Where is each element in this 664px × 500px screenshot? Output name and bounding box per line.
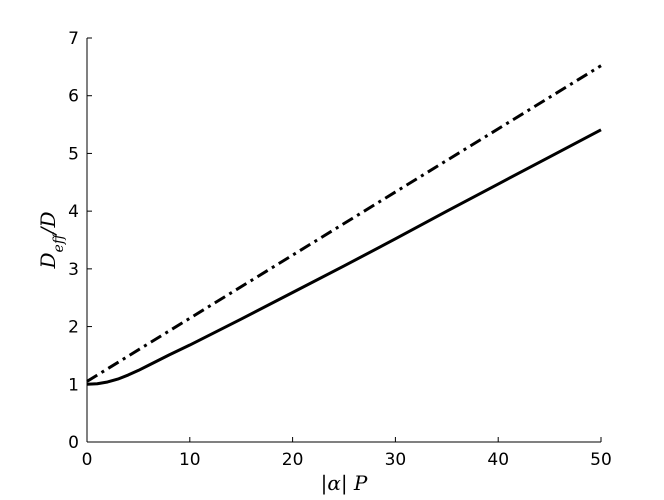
labels-layer: |α| P Deff/D	[36, 211, 368, 496]
x-tick-label: 20	[282, 450, 304, 470]
y-tick-label: 1	[68, 375, 79, 395]
y-tick-label: 5	[68, 144, 79, 164]
x-axis-title: |α| P	[321, 471, 368, 496]
y-tick-label: 0	[68, 433, 79, 453]
y-tick-label: 3	[68, 260, 79, 280]
axes-layer: 0 10 20 30 40 50 0 1 2 3 4 5 6 7	[68, 29, 612, 470]
x-tick-label: 0	[82, 450, 93, 470]
x-tick-label: 10	[179, 450, 201, 470]
x-tick-label: 30	[385, 450, 407, 470]
y-axis-title-tail: /D	[36, 211, 60, 236]
x-tick-label: 50	[590, 450, 612, 470]
series-dashdot-line	[86, 64, 602, 383]
y-axis-title: Deff/D	[36, 211, 67, 269]
y-axis-title-sub: eff	[51, 232, 67, 252]
x-tick-label: 40	[487, 450, 509, 470]
y-tick-label: 2	[68, 318, 79, 338]
series-layer	[86, 64, 602, 386]
y-axis-title-main: D	[36, 252, 60, 269]
y-tick-label: 7	[68, 29, 79, 49]
y-tick-label: 6	[68, 87, 79, 107]
series-solid-line	[86, 128, 602, 386]
y-tick-label: 4	[68, 202, 79, 222]
